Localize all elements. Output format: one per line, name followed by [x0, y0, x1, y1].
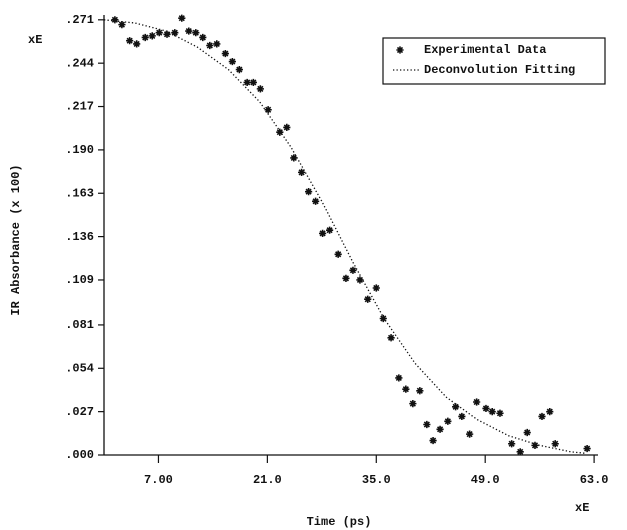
- data-point: [409, 400, 417, 408]
- data-point: [264, 106, 272, 114]
- y-tick-label: .217: [65, 100, 94, 114]
- data-point: [387, 334, 395, 342]
- data-point: [496, 409, 504, 417]
- data-point: [221, 49, 229, 58]
- data-point: [213, 40, 221, 48]
- data-point: [379, 314, 387, 323]
- data-point: [402, 385, 410, 393]
- x-tick-label: 21.0: [253, 473, 282, 487]
- data-point: [185, 27, 193, 35]
- y-tick-label: .054: [65, 361, 94, 375]
- y-axis-label: IR Absorbance (x 100): [9, 164, 23, 315]
- y-tick-label: .081: [65, 318, 94, 332]
- data-point: [466, 430, 474, 438]
- data-point: [249, 78, 257, 87]
- y-tick-label: .000: [65, 448, 94, 462]
- data-point: [155, 29, 163, 37]
- data-point: [178, 14, 186, 22]
- data-point: [342, 274, 350, 282]
- data-point: [423, 420, 431, 429]
- x-axis-label: Time (ps): [307, 515, 372, 529]
- y-tick-label: .190: [65, 143, 94, 157]
- y-tick-label: .163: [65, 186, 94, 200]
- data-point: [458, 412, 466, 421]
- data-point: [523, 428, 531, 437]
- data-point: [256, 85, 264, 93]
- data-point: [326, 226, 334, 234]
- data-point: [276, 128, 284, 136]
- data-point: [334, 250, 342, 258]
- data-point: [312, 197, 320, 205]
- data-point: [283, 123, 291, 132]
- data-point: [473, 398, 481, 406]
- x-exponent-label: xE: [575, 501, 589, 515]
- data-point: [243, 78, 251, 87]
- data-point: [508, 440, 516, 448]
- fit-line: [103, 19, 587, 455]
- data-point: [199, 33, 207, 42]
- data-point: [395, 374, 403, 382]
- data-point: [583, 444, 591, 453]
- y-tick-label: .271: [65, 13, 94, 27]
- data-point: [192, 29, 200, 37]
- data-point: [546, 408, 554, 416]
- data-point: [319, 229, 327, 237]
- data-point: [364, 295, 372, 303]
- x-tick-label: 49.0: [471, 473, 500, 487]
- data-point: [118, 21, 126, 29]
- data-point: [305, 188, 313, 196]
- data-point: [531, 441, 539, 449]
- data-point: [349, 266, 357, 274]
- data-point: [141, 33, 149, 42]
- x-tick-label: 35.0: [362, 473, 391, 487]
- legend-label: Experimental Data: [424, 43, 546, 57]
- data-point: [416, 387, 424, 395]
- data-point: [356, 276, 364, 284]
- data-point: [126, 37, 134, 45]
- data-point: [290, 154, 298, 162]
- data-point: [111, 16, 119, 24]
- data-point: [163, 30, 171, 38]
- x-tick-label: 63.0: [580, 473, 609, 487]
- data-point: [436, 425, 444, 433]
- y-tick-label: .109: [65, 273, 94, 287]
- y-exponent-label: xE: [28, 33, 42, 47]
- data-point: [516, 448, 524, 456]
- y-tick-label: .136: [65, 230, 94, 244]
- data-point: [206, 41, 214, 50]
- data-point: [372, 284, 380, 292]
- legend-swatch: [396, 46, 404, 54]
- data-point: [444, 417, 452, 425]
- data-point: [429, 436, 437, 445]
- data-point: [452, 403, 460, 411]
- data-point: [482, 404, 490, 413]
- data-point: [538, 412, 546, 421]
- data-point: [551, 440, 559, 448]
- legend-label: Deconvolution Fitting: [424, 63, 575, 77]
- data-point: [148, 32, 156, 40]
- data-point: [171, 29, 179, 37]
- x-tick-label: 7.00: [144, 473, 173, 487]
- data-point: [235, 65, 243, 74]
- legend-box: [382, 37, 606, 85]
- y-tick-label: .244: [65, 56, 94, 70]
- data-point: [298, 168, 306, 176]
- data-point: [228, 57, 236, 66]
- data-point: [488, 408, 496, 416]
- data-point: [133, 40, 141, 48]
- y-tick-label: .027: [65, 405, 94, 419]
